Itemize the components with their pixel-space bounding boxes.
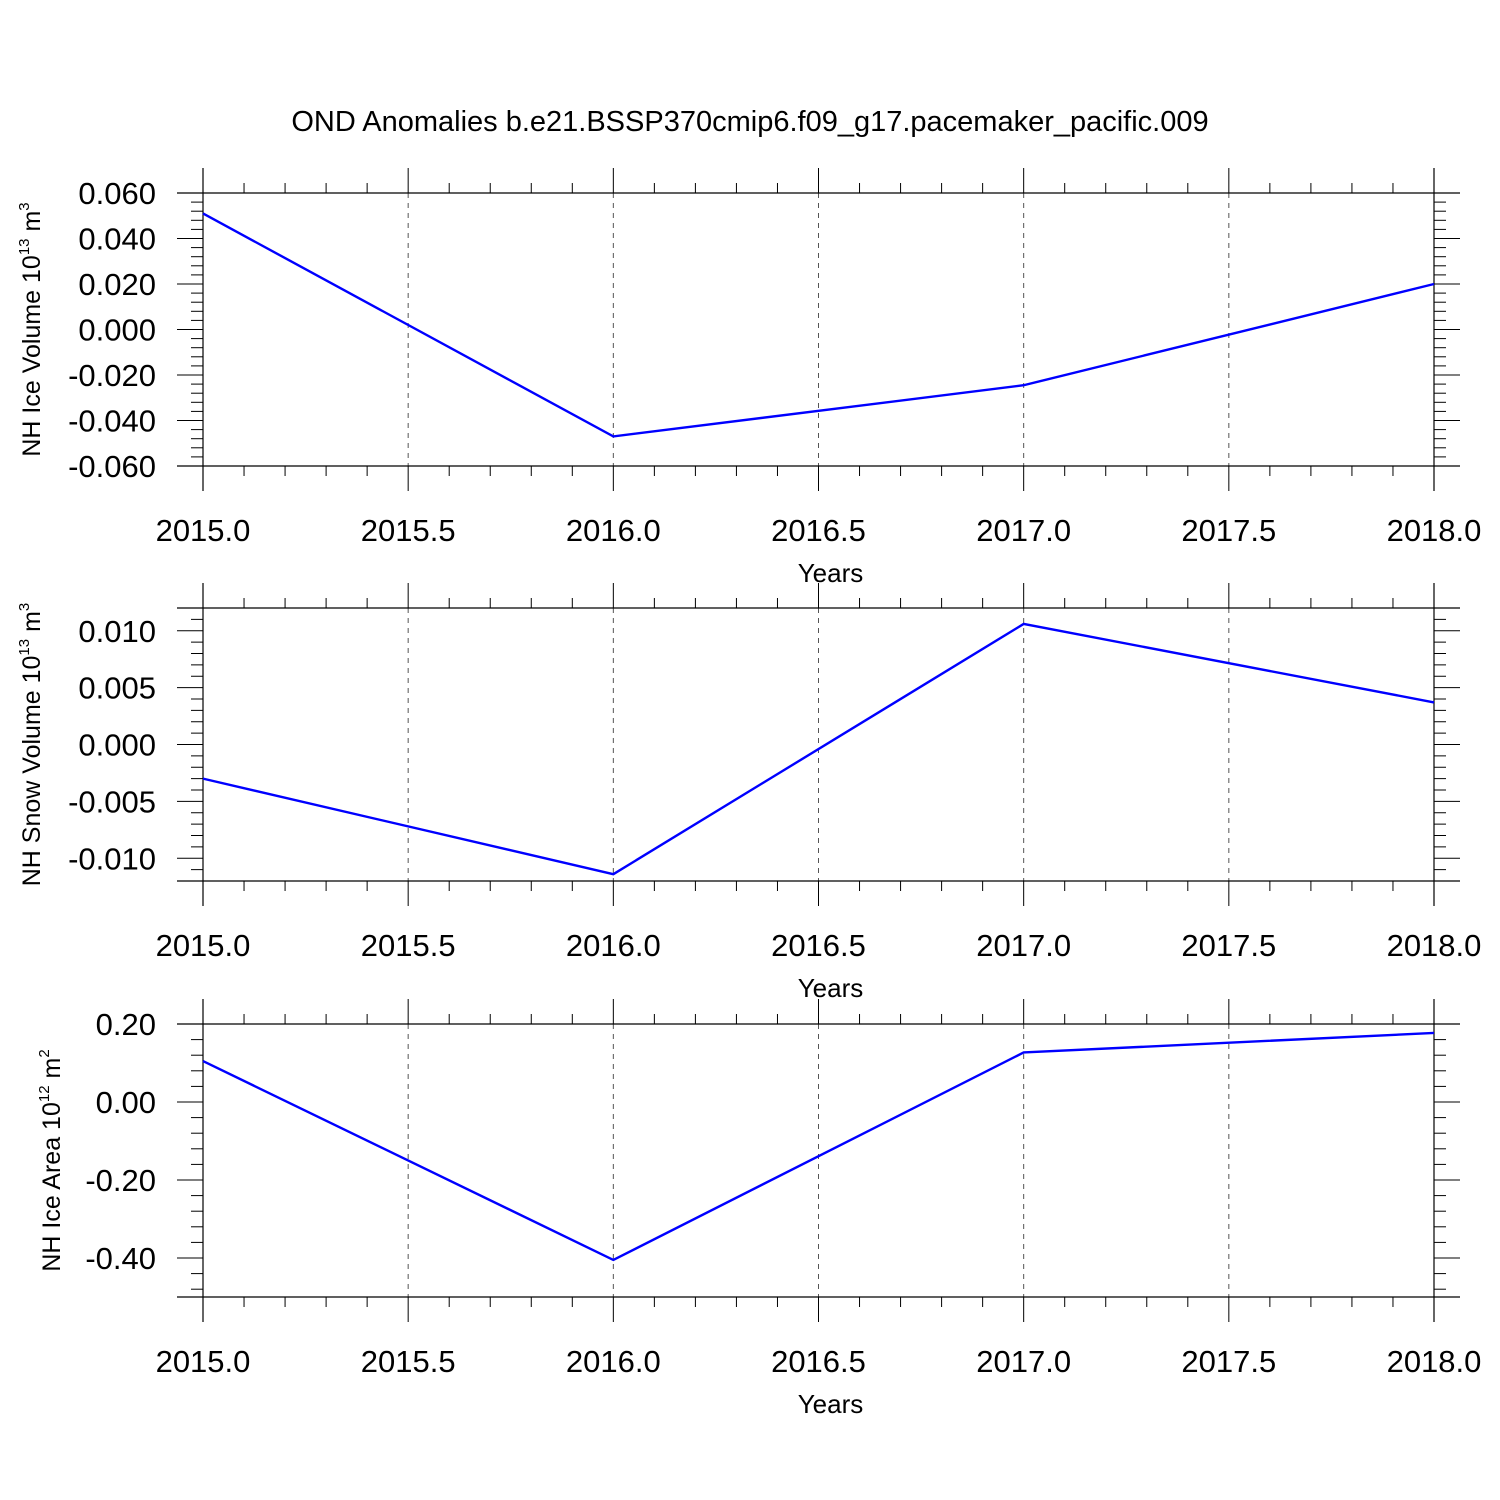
x-tick-label: 2018.0 <box>1387 1344 1482 1379</box>
y-axis-label: NH Ice Area 1012 m2 <box>36 1049 66 1271</box>
y-tick-label: -0.20 <box>85 1163 156 1198</box>
x-tick-label: 2015.0 <box>156 1344 251 1379</box>
x-axis-label: Years <box>798 558 864 588</box>
y-axis-label: NH Snow Volume 1013 m3 <box>16 603 46 887</box>
y-tick-label: -0.060 <box>68 449 156 484</box>
x-tick-label: 2016.5 <box>771 513 866 548</box>
x-tick-label: 2017.5 <box>1181 928 1276 963</box>
x-axis-label: Years <box>798 1389 864 1419</box>
x-tick-label: 2018.0 <box>1387 513 1482 548</box>
x-axis-label: Years <box>798 973 864 1003</box>
y-tick-label: 0.040 <box>78 222 156 257</box>
x-tick-label: 2015.0 <box>156 513 251 548</box>
y-tick-label: 0.20 <box>96 1007 156 1042</box>
x-tick-label: 2016.0 <box>566 1344 661 1379</box>
x-tick-label: 2018.0 <box>1387 928 1482 963</box>
x-tick-label: 2017.5 <box>1181 1344 1276 1379</box>
series-line <box>202 1031 1435 1262</box>
y-tick-label: -0.020 <box>68 358 156 393</box>
series-line <box>202 212 1435 438</box>
y-tick-label: 0.020 <box>78 267 156 302</box>
y-tick-label: 0.00 <box>96 1085 156 1120</box>
panel-snow-volume: 0.010 0.005 0.000 -0.005 -0.010 2015.0 2015.5 2… <box>16 583 1481 1003</box>
x-tick-label: 2017.0 <box>976 513 1071 548</box>
x-tick-label: 2017.5 <box>1181 513 1276 548</box>
x-tick-label: 2015.5 <box>361 513 456 548</box>
y-tick-label: 0.000 <box>78 728 156 763</box>
y-axis-label: NH Ice Volume 1013 m3 <box>16 202 46 456</box>
y-tick-label: 0.010 <box>78 614 156 649</box>
chart-title: OND Anomalies b.e21.BSSP370cmip6.f09_g17… <box>291 106 1208 138</box>
x-tick-label: 2015.5 <box>361 1344 456 1379</box>
y-tick-label: -0.005 <box>68 784 156 819</box>
x-tick-label: 2017.0 <box>976 1344 1071 1379</box>
y-tick-label: -0.40 <box>85 1241 156 1276</box>
x-tick-label: 2016.0 <box>566 513 661 548</box>
series-line <box>202 622 1435 876</box>
y-tick-label: -0.040 <box>68 404 156 439</box>
y-tick-label: 0.000 <box>78 313 156 348</box>
x-tick-label: 2016.0 <box>566 928 661 963</box>
panel-ice-area: 0.20 0.00 -0.20 -0.40 2015.0 2015.5 2016.0 2016… <box>36 999 1481 1419</box>
x-tick-label: 2017.0 <box>976 928 1071 963</box>
y-tick-label: -0.010 <box>68 841 156 876</box>
y-tick-label: 0.060 <box>78 176 156 211</box>
x-tick-label: 2016.5 <box>771 1344 866 1379</box>
panel-ice-volume: 0.0600.0400.0200.000-0.020-0.040-0.06020… <box>16 168 1481 588</box>
y-tick-label: 0.005 <box>78 671 156 706</box>
x-tick-label: 2015.0 <box>156 928 251 963</box>
x-tick-label: 2015.5 <box>361 928 456 963</box>
x-tick-label: 2016.5 <box>771 928 866 963</box>
